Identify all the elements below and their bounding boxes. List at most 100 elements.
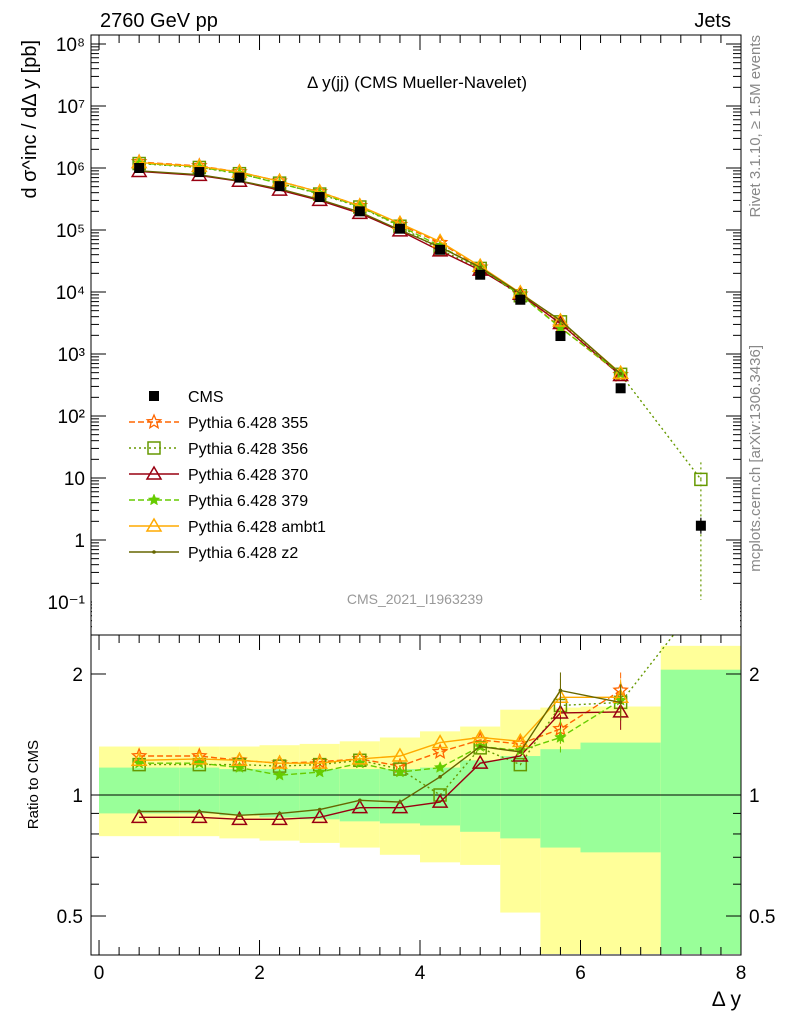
ratio-point <box>130 808 148 824</box>
data-point <box>314 192 325 203</box>
data-point <box>695 520 706 531</box>
legend-label: Pythia 6.428 356 <box>188 441 308 458</box>
ratio-point <box>351 799 369 814</box>
data-point <box>435 244 446 255</box>
y-tick-label: 10⁻¹ <box>48 593 86 614</box>
side-label-mcplots: mcplots.cern.ch [arXiv:1306.3436] <box>747 345 764 572</box>
legend-item-cms: CMS <box>149 389 224 406</box>
series-pythia-6-428-370 <box>130 162 629 382</box>
data-point <box>612 367 629 382</box>
y-tick-label: 10³ <box>58 345 85 366</box>
y-tick-label: 10² <box>58 407 85 428</box>
ratio-point <box>231 810 248 826</box>
data-point <box>394 223 405 234</box>
ratio-point <box>512 732 529 748</box>
series-line <box>139 162 702 480</box>
header-left-label: 2760 GeV pp <box>100 10 218 32</box>
legend-marker <box>147 441 161 455</box>
legend-marker <box>149 391 159 401</box>
ratio-plot-panel: 0.5 0.5 1 1 2 2 0 2 4 6 8 <box>57 599 775 984</box>
legend-item-pythia-6-428-ambt1: Pythia 6.428 ambt1 <box>129 517 326 536</box>
analysis-id-label: CMS_2021_I1963239 <box>347 591 483 607</box>
ratio-y-tick-label-right: 2 <box>749 665 760 686</box>
legend-label: CMS <box>188 389 224 406</box>
ratio-point <box>351 750 369 765</box>
series-line <box>139 170 622 377</box>
ratio-plot-ticks: 0.5 0.5 1 1 2 2 0 2 4 6 8 <box>57 635 775 984</box>
ratio-overflow-mask <box>92 600 740 635</box>
main-plot-panel: 10⁻¹ 1 10 10² 10³ 10⁴ 10⁵ 10⁶ 10⁷ 10⁸ <box>48 34 742 640</box>
legend-marker <box>145 413 163 430</box>
ratio-point <box>311 754 329 769</box>
x-tick-label: 8 <box>736 963 747 984</box>
data-point <box>478 265 482 270</box>
ratio-point <box>231 751 248 767</box>
legend-item-pythia-6-428-379: Pythia 6.428 379 <box>129 493 308 510</box>
ratio-point <box>431 793 449 808</box>
ratio-point <box>271 810 288 826</box>
data-point <box>618 371 623 376</box>
data-point <box>134 163 145 173</box>
stat-uncertainty-band <box>580 742 661 853</box>
legend-marker <box>152 550 156 554</box>
data-point <box>274 181 285 192</box>
data-point <box>612 364 629 379</box>
legend-marker <box>145 517 163 532</box>
ratio-point <box>317 807 322 812</box>
ratio-point <box>552 704 569 719</box>
ratio-point <box>277 811 282 816</box>
data-point <box>552 312 569 327</box>
ratio-bands <box>99 645 741 954</box>
legend-item-pythia-6-428-z2: Pythia 6.428 z2 <box>129 545 298 562</box>
ratio-line <box>139 696 621 764</box>
stat-uncertainty-band <box>379 769 421 824</box>
ratio-point <box>518 750 523 754</box>
ratio-point <box>393 765 407 778</box>
ratio-point <box>433 760 447 773</box>
ratio-point <box>358 798 362 803</box>
x-tick-label: 0 <box>94 963 105 984</box>
header-right-label: Jets <box>694 10 731 32</box>
stat-uncertainty-band <box>219 769 260 816</box>
side-label-rivet: Rivet 3.1.10, ≥ 1.5M events <box>747 35 764 218</box>
series-line <box>139 161 622 376</box>
ratio-point <box>273 768 286 781</box>
x-tick-label: 6 <box>575 963 586 984</box>
legend-label: Pythia 6.428 370 <box>188 467 308 484</box>
stat-uncertainty-band <box>179 767 220 814</box>
legend-item-pythia-6-428-356: Pythia 6.428 356 <box>129 441 308 458</box>
ratio-point <box>478 744 482 749</box>
ratio-y-tick-label-right: 0.5 <box>749 907 775 928</box>
ratio-point <box>398 800 402 804</box>
main-plot-ticks: 10⁻¹ 1 10 10² 10³ 10⁴ 10⁵ 10⁶ 10⁷ 10⁸ <box>48 35 742 635</box>
ratio-point <box>513 757 528 772</box>
legend-label: Pythia 6.428 ambt1 <box>188 519 326 536</box>
ratio-point <box>431 743 449 759</box>
main-plot-data <box>130 153 708 640</box>
ratio-series-pythia-6-428-z2 <box>137 672 623 818</box>
legend-item-pythia-6-428-370: Pythia 6.428 370 <box>129 465 308 484</box>
legend-item-pythia-6-428-355: Pythia 6.428 355 <box>129 413 308 432</box>
data-point <box>475 269 486 280</box>
ratio-point <box>353 756 367 769</box>
data-point <box>234 172 245 183</box>
ratio-point <box>353 753 367 768</box>
legend-label: Pythia 6.428 355 <box>188 415 308 432</box>
data-point <box>558 318 563 323</box>
data-point <box>515 294 526 305</box>
data-point <box>694 472 708 487</box>
y-tick-label: 10⁵ <box>56 221 85 242</box>
ratio-y-tick-label: 0.5 <box>57 907 83 928</box>
ratio-point <box>237 813 242 818</box>
ratio-point <box>554 730 567 743</box>
ratio-point <box>558 688 563 693</box>
x-tick-label: 4 <box>415 963 426 984</box>
ratio-point <box>438 774 442 779</box>
ratio-point <box>618 700 623 705</box>
y-tick-label: 10⁷ <box>57 97 85 118</box>
ratio-y-tick-label: 1 <box>72 786 83 807</box>
data-point <box>518 291 523 296</box>
ratio-point <box>192 756 206 769</box>
legend-label: Pythia 6.428 z2 <box>188 545 298 562</box>
legend-marker <box>147 493 161 506</box>
